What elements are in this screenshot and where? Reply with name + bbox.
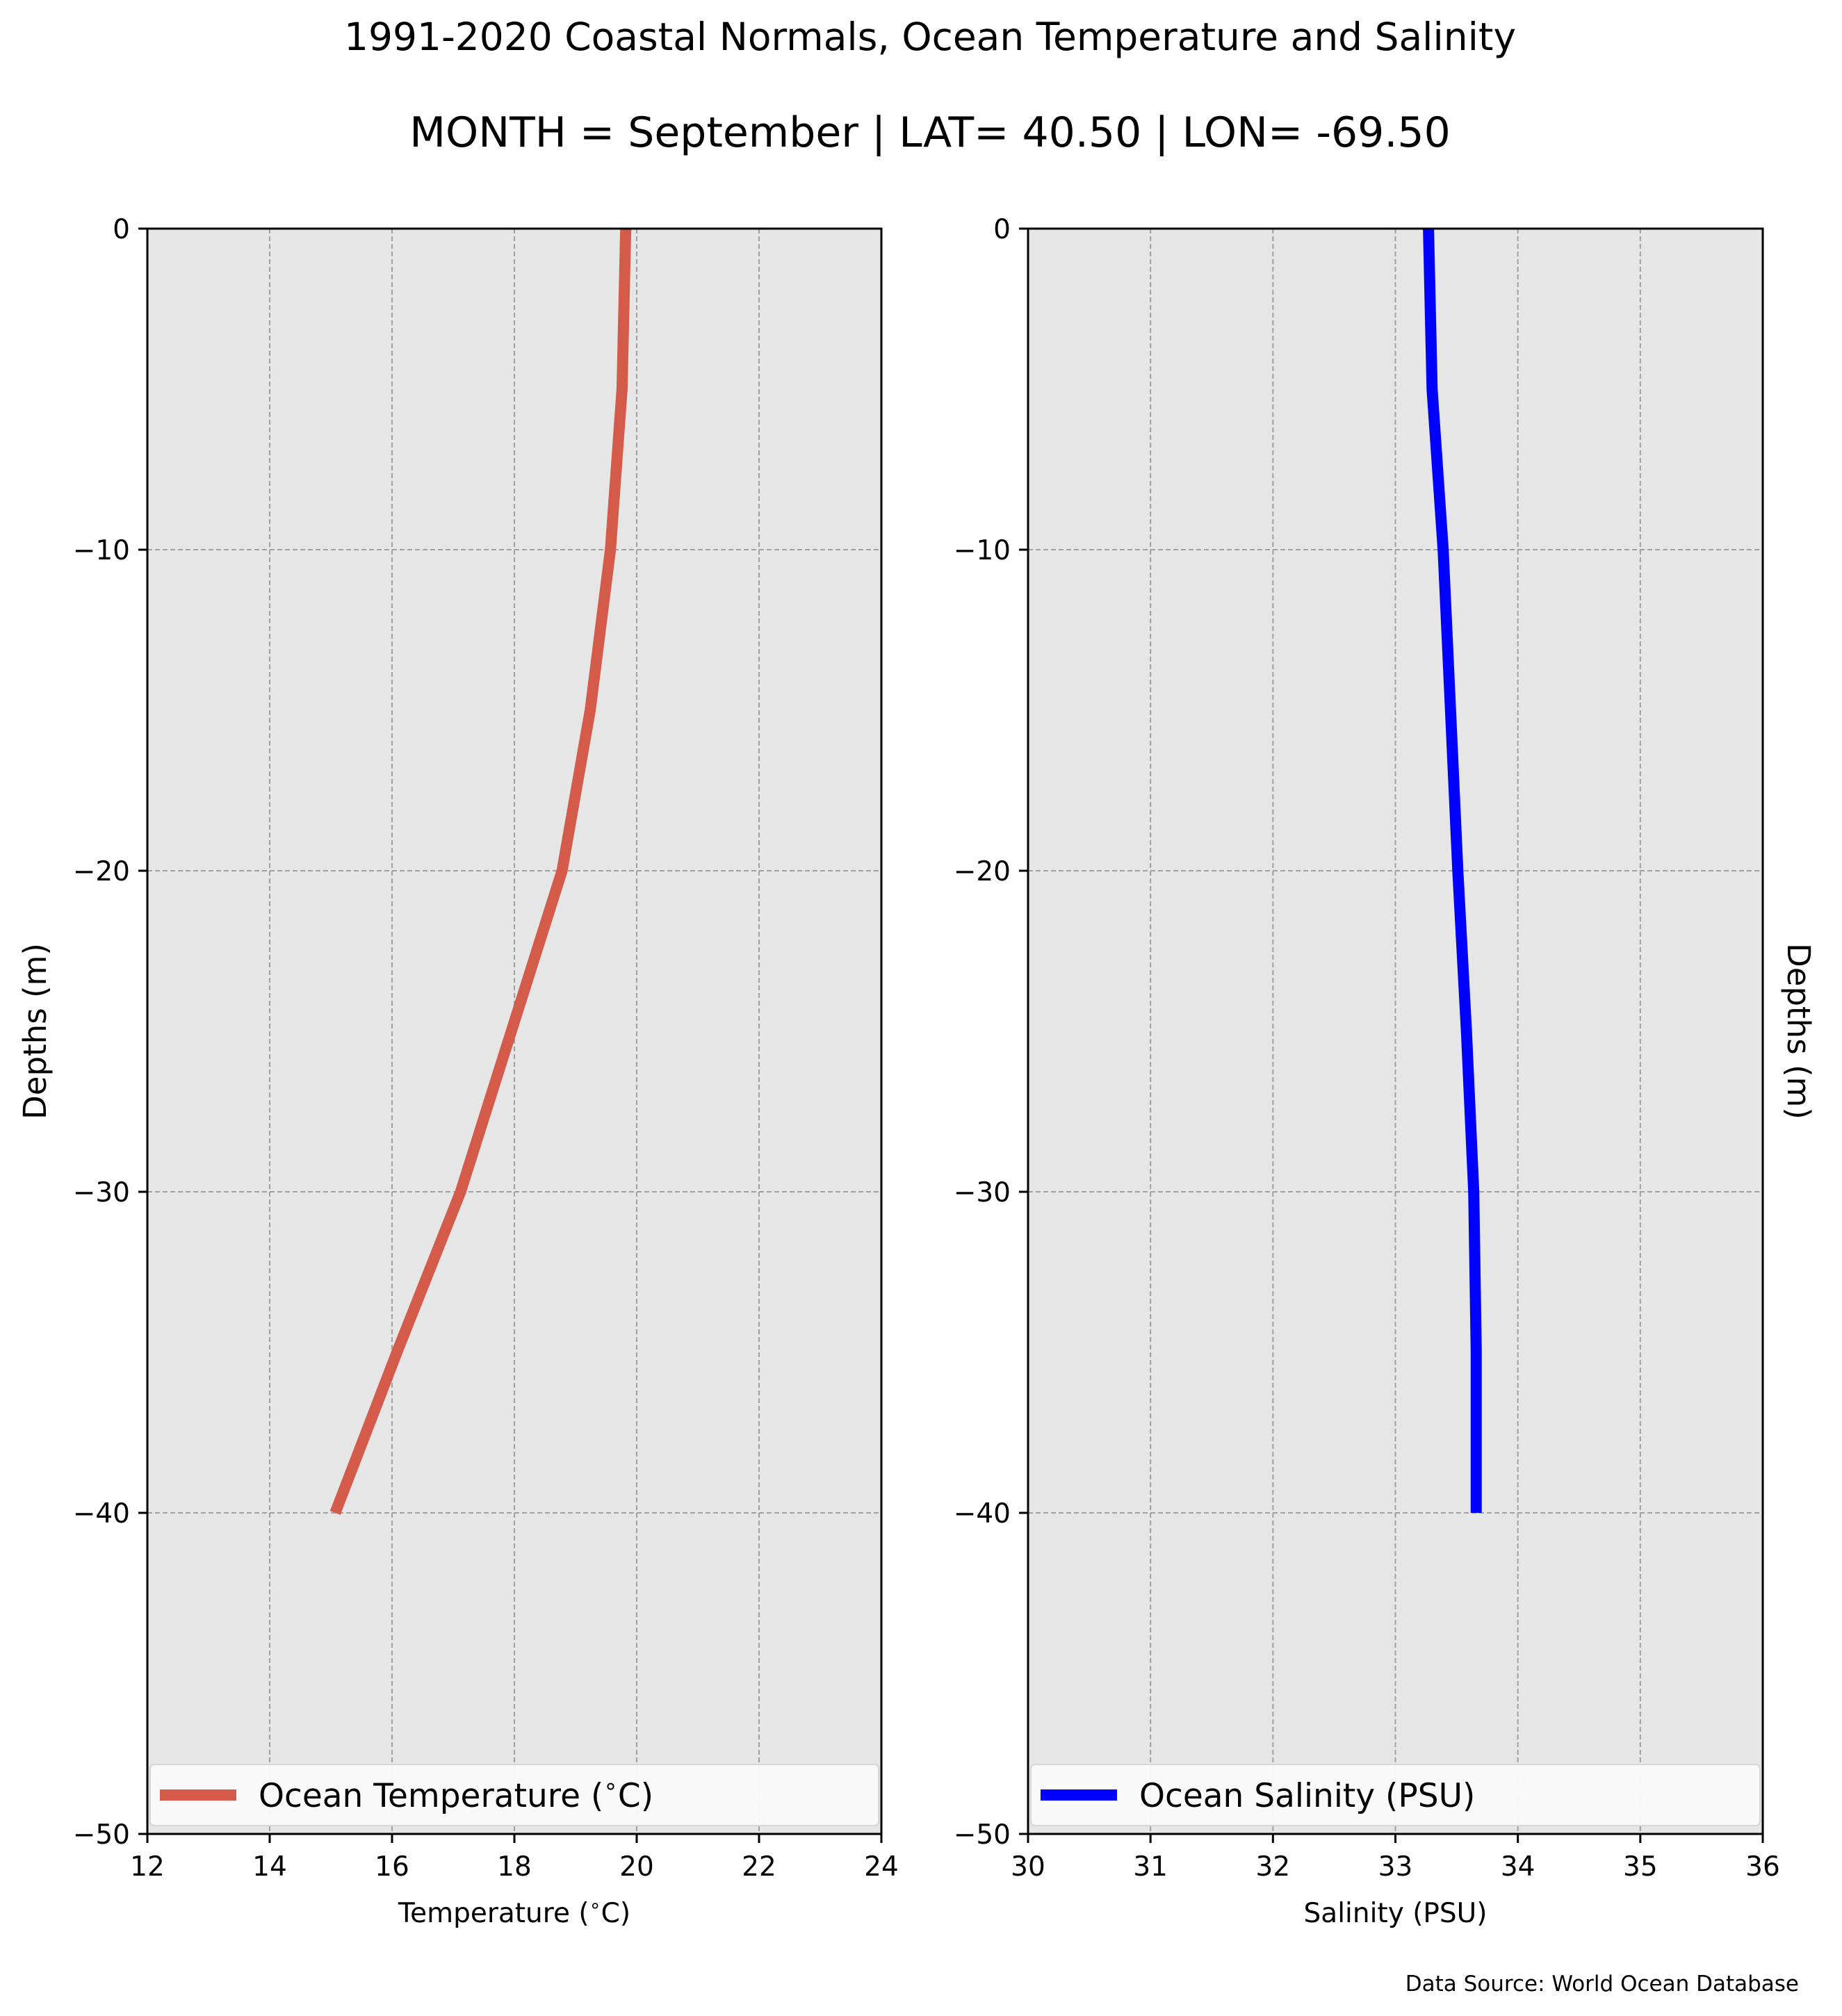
y-tick-label: −20 bbox=[954, 856, 1011, 887]
x-tick-label: 14 bbox=[252, 1851, 287, 1883]
y-tick-label: −50 bbox=[954, 1819, 1011, 1851]
panel-temperature: Ocean Temperature (∘C) 12 14 16 18 20 22 24 0 −10… bbox=[17, 214, 899, 1929]
legend-label: Ocean Temperature (∘C) bbox=[259, 1772, 653, 1816]
y-tick-label: −10 bbox=[73, 535, 130, 566]
y-tick-label: −40 bbox=[73, 1498, 130, 1530]
series-line-salinity bbox=[1423, 228, 1482, 1513]
x-tick-label: 16 bbox=[375, 1851, 409, 1883]
y-tick-label: −50 bbox=[73, 1819, 130, 1851]
chart-title: 1991-2020 Coastal Normals, Ocean Tempera… bbox=[344, 15, 1516, 59]
legend-box bbox=[1030, 1764, 1761, 1826]
y-axis-label: Depths (m) bbox=[17, 943, 54, 1120]
x-tick-label: 18 bbox=[497, 1851, 532, 1883]
series-line-temperature bbox=[329, 228, 632, 1515]
x-axis-label: Salinity (PSU) bbox=[1304, 1898, 1488, 1929]
y-tick-label: −40 bbox=[954, 1498, 1011, 1530]
y-axis-label: Depths (m) bbox=[1780, 943, 1817, 1120]
legend: Ocean Temperature (∘C) bbox=[149, 1764, 879, 1826]
legend: Ocean Salinity (PSU) bbox=[1030, 1764, 1761, 1826]
x-tick-label: 32 bbox=[1256, 1851, 1291, 1883]
x-tick-label: 24 bbox=[864, 1851, 899, 1883]
x-tick-label: 31 bbox=[1133, 1851, 1168, 1883]
legend-box bbox=[149, 1764, 879, 1826]
x-tick-label: 34 bbox=[1501, 1851, 1535, 1883]
y-tick-label: −30 bbox=[954, 1177, 1011, 1208]
x-tick-label: 33 bbox=[1378, 1851, 1413, 1883]
chart-panels: Ocean Temperature (∘C) 12 14 16 18 20 22 24 0 −10… bbox=[17, 214, 1817, 1929]
x-tick-label: 36 bbox=[1745, 1851, 1780, 1883]
x-tick-label: 12 bbox=[130, 1851, 165, 1883]
source-note: Data Source: World Ocean Database bbox=[1405, 1972, 1799, 1997]
y-tick-label: −20 bbox=[73, 856, 130, 887]
panel-salinity: Ocean Salinity (PSU) 30 31 32 33 34 35 36 0 −10 −2… bbox=[954, 214, 1817, 1929]
x-tick-label: 20 bbox=[619, 1851, 654, 1883]
y-tick-label: 0 bbox=[113, 214, 130, 245]
x-tick-label: 30 bbox=[1011, 1851, 1045, 1883]
legend-label: Ocean Salinity (PSU) bbox=[1139, 1777, 1475, 1815]
x-tick-label: 22 bbox=[742, 1851, 776, 1883]
y-tick-label: 0 bbox=[993, 214, 1011, 245]
y-tick-label: −10 bbox=[954, 535, 1011, 566]
chart-subtitle: MONTH = September | LAT= 40.50 | LON= -6… bbox=[409, 108, 1451, 157]
y-tick-label: −30 bbox=[73, 1177, 130, 1208]
x-tick-label: 35 bbox=[1623, 1851, 1658, 1883]
